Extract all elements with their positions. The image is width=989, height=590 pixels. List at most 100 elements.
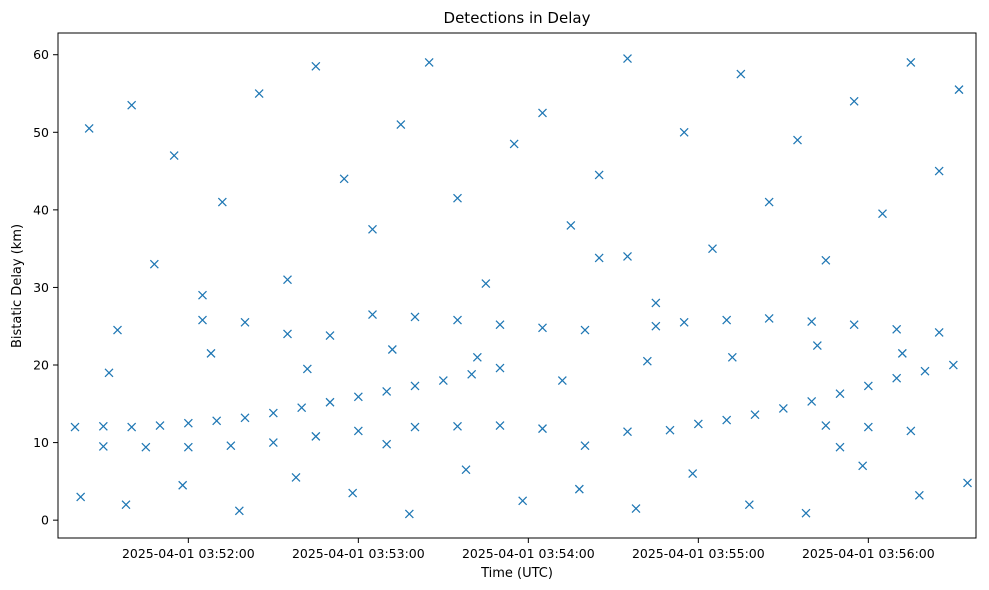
data-point: [141, 442, 151, 452]
data-point: [679, 127, 689, 137]
data-point: [98, 442, 108, 451]
data-point: [538, 108, 547, 118]
data-point: [254, 89, 264, 98]
data-point: [76, 492, 86, 502]
data-point: [325, 397, 335, 407]
data-point: [863, 422, 873, 432]
data-point: [651, 321, 661, 331]
x-tick-label: 2025-04-01 03:55:00: [632, 546, 765, 561]
data-point: [453, 193, 462, 203]
data-point: [858, 461, 868, 471]
data-point: [348, 488, 358, 498]
data-point: [897, 348, 907, 358]
data-point: [801, 508, 811, 518]
data-point: [495, 421, 505, 430]
data-point: [424, 58, 434, 67]
data-point: [736, 69, 746, 79]
data-point: [807, 317, 817, 327]
data-point: [234, 506, 244, 516]
data-point: [198, 290, 207, 300]
data-point: [812, 341, 822, 351]
data-point: [283, 275, 292, 285]
data-point: [155, 421, 165, 430]
data-point: [793, 135, 802, 145]
data-point: [382, 386, 392, 396]
data-point: [113, 325, 122, 335]
y-tick-label: 10: [33, 435, 49, 450]
data-point: [580, 441, 590, 451]
data-point: [538, 323, 547, 333]
data-point: [198, 315, 207, 325]
y-tick-label: 0: [41, 513, 49, 528]
x-tick-label: 2025-04-01 03:54:00: [462, 546, 595, 561]
data-point: [538, 424, 547, 434]
data-point: [217, 197, 227, 207]
data-point: [934, 327, 944, 337]
data-point: [821, 255, 831, 265]
data-point: [642, 356, 652, 366]
chart-title: Detections in Delay: [444, 9, 591, 27]
data-point: [631, 504, 641, 513]
data-point: [226, 441, 236, 451]
x-tick-label: 2025-04-01 03:52:00: [122, 546, 255, 561]
y-axis-label: Bistatic Delay (km): [10, 224, 25, 348]
data-point: [566, 220, 576, 230]
scatter-marks: [70, 54, 972, 519]
data-point: [183, 442, 193, 452]
x-axis: 2025-04-01 03:52:00 2025-04-01 03:53:00 20…: [122, 538, 935, 561]
data-point: [127, 422, 137, 432]
y-tick-label: 30: [33, 280, 49, 295]
data-point: [98, 421, 108, 431]
data-point: [623, 427, 632, 437]
data-point: [509, 139, 519, 149]
data-point: [178, 480, 188, 490]
data-point: [127, 100, 137, 110]
data-point: [623, 251, 632, 261]
data-point: [849, 320, 859, 330]
data-point: [206, 348, 216, 358]
y-tick-label: 20: [33, 358, 49, 373]
data-point: [467, 369, 477, 379]
data-point: [121, 500, 131, 510]
data-point: [283, 329, 292, 339]
data-point: [70, 422, 80, 432]
data-point: [410, 381, 420, 391]
data-point: [764, 197, 774, 207]
data-point: [722, 315, 732, 325]
data-point: [149, 259, 159, 269]
data-point: [708, 244, 717, 254]
data-point: [764, 314, 774, 323]
data-point: [453, 315, 462, 325]
data-point: [849, 96, 859, 106]
y-tick-label: 40: [33, 202, 49, 217]
data-point: [727, 352, 737, 362]
y-tick-label: 60: [33, 47, 49, 62]
data-point: [835, 389, 845, 399]
data-point: [892, 373, 902, 383]
y-axis: 0 10 20 30 40 50 60: [33, 47, 58, 528]
data-point: [472, 352, 482, 362]
data-point: [495, 363, 505, 373]
data-point: [410, 312, 420, 322]
data-point: [906, 58, 916, 67]
data-point: [948, 360, 958, 370]
data-point: [453, 421, 462, 431]
data-point: [914, 490, 924, 500]
data-point: [906, 426, 916, 436]
data-point: [461, 465, 471, 475]
data-point: [438, 376, 448, 385]
data-point: [878, 209, 887, 219]
data-point: [387, 345, 397, 354]
data-point: [240, 317, 250, 327]
data-point: [821, 421, 831, 430]
data-point: [404, 509, 414, 519]
data-point: [382, 439, 392, 449]
data-point: [963, 478, 972, 488]
data-point: [183, 418, 193, 428]
data-point: [722, 415, 732, 425]
y-tick-label: 50: [33, 125, 49, 140]
data-point: [368, 224, 377, 234]
data-point: [481, 279, 491, 289]
